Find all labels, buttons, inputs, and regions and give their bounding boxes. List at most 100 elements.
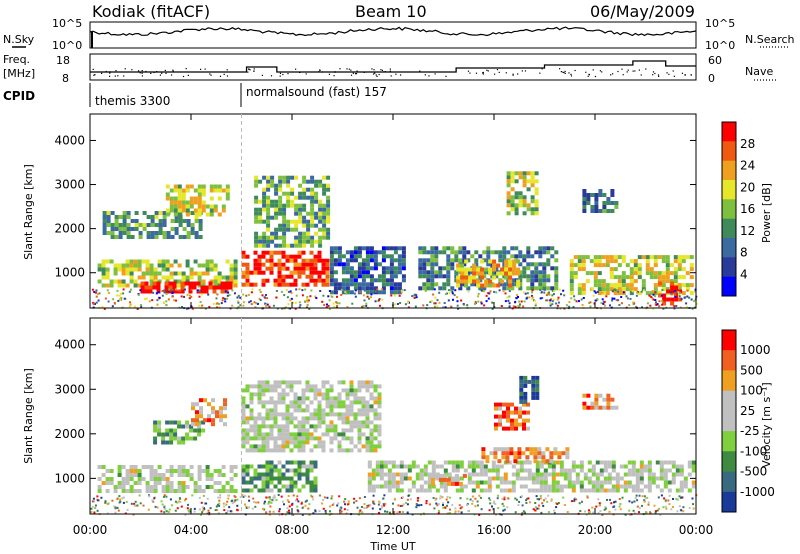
heatmap-cell (336, 302, 339, 305)
heatmap-cell (466, 497, 469, 500)
heatmap-cell (333, 305, 336, 308)
heatmap-cell (189, 473, 194, 477)
heatmap-cell (290, 219, 295, 224)
heatmap-cell (549, 304, 552, 307)
nave-dot (253, 68, 255, 70)
heatmap-cell (377, 416, 382, 421)
heatmap-cell (134, 227, 139, 231)
heatmap-cell (522, 199, 527, 204)
heatmap-cell (603, 300, 606, 303)
heatmap-cell (337, 432, 342, 437)
heatmap-cell (301, 416, 306, 421)
heatmap-cell (443, 468, 448, 473)
nave-dot (681, 72, 684, 74)
heatmap-cell (105, 259, 110, 264)
heatmap-cell (157, 271, 162, 276)
heatmap-cell (373, 254, 378, 259)
heatmap-cell (177, 184, 182, 189)
heatmap-cell (265, 305, 268, 308)
heatmap-cell (113, 263, 118, 268)
heatmap-cell (588, 509, 590, 512)
heatmap-cell (498, 414, 502, 419)
heatmap-cell (510, 207, 515, 212)
heatmap-cell (281, 266, 286, 271)
heatmap-cell (389, 282, 394, 287)
heatmap-cell (668, 503, 671, 506)
heatmap-cell (353, 400, 358, 405)
heatmap-cell (669, 279, 674, 284)
heatmap-cell (189, 271, 194, 276)
heatmap-cell (166, 235, 171, 239)
heatmap-cell (257, 444, 262, 449)
heatmap-cell (273, 444, 278, 449)
heatmap-cell (403, 476, 408, 481)
heatmap-cell (573, 295, 576, 298)
heatmap-cell (329, 246, 334, 251)
heatmap-cell (427, 480, 432, 485)
colorbar-tick-label: 1000 (740, 343, 771, 357)
heatmap-cell (327, 295, 330, 298)
heatmap-cell (357, 250, 362, 255)
heatmap-cell (341, 290, 346, 295)
heatmap-cell (293, 480, 298, 485)
heatmap-cell (184, 281, 189, 286)
heatmap-cell (133, 489, 138, 493)
heatmap-cell (522, 266, 527, 271)
heatmap-cell (361, 404, 366, 409)
colorbar-tick-label: -500 (740, 465, 767, 479)
heatmap-cell (536, 507, 539, 510)
nave-dot (373, 69, 375, 71)
nave-dot (249, 69, 251, 71)
heatmap-cell (195, 422, 199, 427)
heatmap-cell (195, 414, 199, 419)
heatmap-cell (389, 278, 394, 283)
heatmap-cell (289, 384, 294, 389)
heatmap-cell (154, 505, 157, 508)
heatmap-cell (234, 499, 237, 502)
heatmap-cell (681, 259, 686, 264)
heatmap-cell (245, 294, 248, 297)
heatmap-cell (539, 484, 544, 489)
heatmap-cell (254, 211, 259, 216)
heatmap-cell (438, 301, 441, 304)
heatmap-cell (518, 199, 523, 204)
heatmap-cell (220, 289, 225, 294)
heatmap-cell (426, 274, 431, 279)
heatmap-cell (546, 250, 551, 255)
heatmap-cell (294, 211, 299, 216)
heatmap-cell (510, 187, 515, 192)
heatmap-cell (504, 263, 509, 268)
heatmap-cell (341, 278, 346, 283)
heatmap-cell (661, 275, 666, 280)
heatmap-cell (313, 460, 318, 465)
nave-dot (138, 70, 140, 72)
heatmap-cell (577, 291, 582, 296)
heatmap-cell (377, 503, 380, 506)
heatmap-cell (516, 294, 518, 297)
heatmap-cell (510, 254, 515, 259)
heatmap-cell (644, 497, 647, 500)
heatmap-cell (464, 275, 469, 280)
heatmap-cell (301, 420, 306, 425)
heatmap-cell (502, 286, 507, 291)
heatmap-cell (211, 410, 215, 415)
heatmap-cell (656, 303, 659, 306)
heatmap-cell (122, 219, 127, 223)
heatmap-cell (337, 448, 342, 453)
heatmap-cell (385, 246, 390, 251)
heatmap-cell (122, 496, 125, 499)
heatmap-cell (165, 267, 170, 272)
heatmap-cell (161, 259, 166, 264)
heatmap-cell (160, 510, 163, 513)
heatmap-cell (365, 254, 370, 259)
heatmap-cell (266, 496, 269, 499)
heatmap-cell (680, 298, 683, 301)
heatmap-cell (337, 502, 340, 505)
heatmap-cell (293, 460, 298, 465)
heatmap-cell (259, 299, 262, 301)
heatmap-cell (611, 484, 616, 489)
heatmap-cell (179, 289, 182, 292)
heatmap-cell (582, 209, 587, 213)
heatmap-cell (559, 468, 564, 473)
heatmap-cell (691, 460, 696, 465)
